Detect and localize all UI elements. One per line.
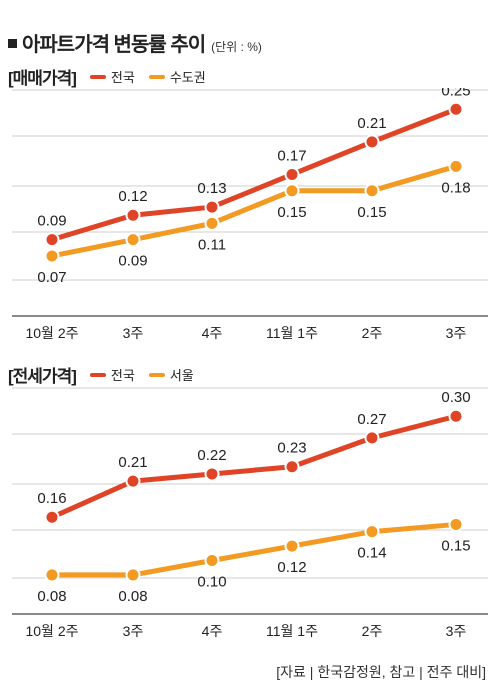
data-label: 0.11 <box>198 236 226 253</box>
data-label: 0.15 <box>357 204 386 221</box>
data-label: 0.21 <box>357 115 386 132</box>
unit-label: (단위 : %) <box>211 40 262 54</box>
x-tick-label: 11월 1주 <box>266 623 318 639</box>
data-label: 0.23 <box>277 440 306 457</box>
legend-label: 수도권 <box>169 70 206 85</box>
legend-label: 전국 <box>110 70 135 85</box>
section-header-sale: [매매가격] 전국 수도권 <box>8 64 206 89</box>
data-point <box>364 430 380 446</box>
x-tick-label: 11월 1주 <box>266 325 318 341</box>
data-label: 0.10 <box>197 574 226 591</box>
data-point <box>284 538 300 554</box>
chart-title-block: 아파트가격 변동률 추이 (단위 : %) <box>8 28 262 57</box>
sale-price-line-chart: 10월 2주 3주 4주 11월 1주 2주 3주 0.09 0.12 0.13 0.17 0.21… <box>12 88 488 341</box>
data-label: 0.15 <box>441 537 470 554</box>
data-point <box>448 101 464 117</box>
data-point <box>284 459 300 475</box>
legend-label: 서울 <box>169 368 194 383</box>
data-label: 0.21 <box>118 454 147 471</box>
x-tick-label: 2주 <box>362 325 383 341</box>
data-label: 0.09 <box>37 213 66 230</box>
data-point <box>204 215 220 231</box>
data-label: 0.15 <box>277 204 306 221</box>
data-label: 0.08 <box>37 588 66 605</box>
x-tick-label: 3주 <box>446 623 467 639</box>
data-point <box>204 553 220 569</box>
data-point <box>364 524 380 540</box>
data-label: 0.14 <box>357 545 386 562</box>
data-point <box>125 473 141 489</box>
series-line-regional <box>49 163 459 259</box>
series-line-regional <box>49 521 459 578</box>
data-point <box>44 232 60 248</box>
legend-item-national: 전국 <box>89 365 135 384</box>
data-point <box>44 509 60 525</box>
data-point <box>448 516 464 532</box>
section-header-jeonse: [전세가격] 전국 서울 <box>8 362 194 387</box>
jeonse-price-line-chart: 10월 2주 3주 4주 11월 1주 2주 3주 0.16 0.21 0.22 0.23 0.27… <box>12 387 488 639</box>
data-point <box>204 199 220 215</box>
data-label: 0.22 <box>197 447 226 464</box>
data-point <box>44 248 60 264</box>
section-title-jeonse: [전세가격] <box>8 367 77 386</box>
data-label: 0.30 <box>441 389 470 406</box>
legend-swatch-red <box>89 372 106 377</box>
x-tick-label: 4주 <box>202 623 223 639</box>
data-label: 0.09 <box>118 253 147 270</box>
data-label: 0.18 <box>441 179 470 196</box>
data-point <box>125 567 141 583</box>
data-label: 0.16 <box>37 490 66 507</box>
data-point <box>44 567 60 583</box>
data-point <box>125 207 141 223</box>
data-point <box>448 408 464 424</box>
legend-swatch-orange <box>148 372 165 377</box>
x-tick-label: 2주 <box>362 623 383 639</box>
data-label: 0.08 <box>118 588 147 605</box>
data-point <box>364 134 380 150</box>
data-point <box>125 232 141 248</box>
data-point <box>204 466 220 482</box>
data-label: 0.12 <box>118 188 147 205</box>
series-line-national <box>49 413 459 520</box>
section-title-sale: [매매가격] <box>8 69 77 88</box>
data-label: 0.25 <box>441 88 470 99</box>
x-tick-label: 10월 2주 <box>25 623 78 639</box>
legend-item-national: 전국 <box>89 67 135 86</box>
data-label: 0.13 <box>197 180 226 197</box>
data-point <box>284 166 300 182</box>
legend-item-seoul: 서울 <box>148 365 194 384</box>
x-tick-label: 3주 <box>123 623 144 639</box>
data-label: 0.12 <box>277 559 306 576</box>
legend-swatch-red <box>89 74 106 79</box>
data-label: 0.27 <box>357 411 386 428</box>
main-title: 아파트가격 변동률 추이 <box>22 34 206 56</box>
series-line-national <box>49 106 459 243</box>
x-tick-label: 3주 <box>123 325 144 341</box>
source-note: [자료 | 한국감정원, 참고 | 전주 대비] <box>276 664 486 680</box>
data-label: 0.07 <box>37 269 66 286</box>
data-point <box>284 183 300 199</box>
legend-swatch-orange <box>148 74 165 79</box>
title-bullet-icon <box>8 39 17 48</box>
legend-label: 전국 <box>110 368 135 383</box>
legend-item-capital: 수도권 <box>148 67 206 86</box>
data-point <box>364 183 380 199</box>
x-tick-label: 4주 <box>202 325 223 341</box>
data-point <box>448 158 464 174</box>
x-tick-label: 3주 <box>446 325 467 341</box>
data-label: 0.17 <box>277 147 306 164</box>
x-tick-label: 10월 2주 <box>25 325 78 341</box>
